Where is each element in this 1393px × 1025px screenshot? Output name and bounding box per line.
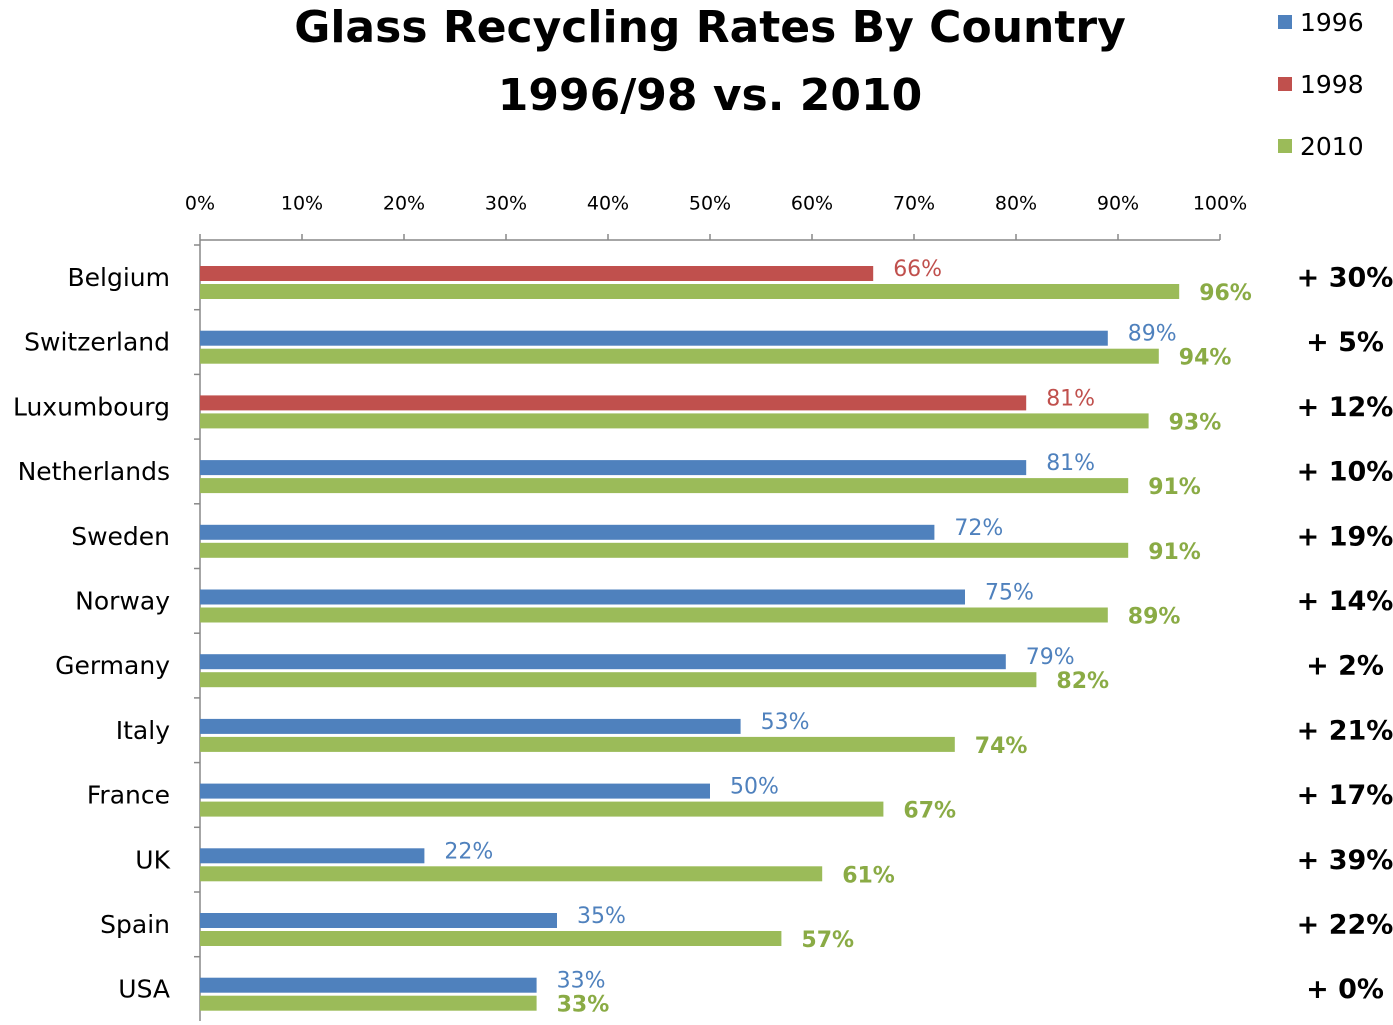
y-tick-label: France <box>87 781 170 810</box>
y-tick-label: UK <box>135 845 170 874</box>
value-label: 94% <box>1179 346 1232 371</box>
value-label: 91% <box>1148 540 1201 565</box>
annotation: + 30% <box>1297 263 1393 294</box>
bar <box>200 542 1129 558</box>
annotation: + 0% <box>1306 974 1384 1005</box>
value-label: 81% <box>1046 386 1095 411</box>
annotation: + 22% <box>1297 910 1393 941</box>
annotation: + 19% <box>1297 521 1393 552</box>
value-label: 81% <box>1046 451 1095 476</box>
y-tick-label: Norway <box>75 587 170 616</box>
bar <box>200 607 1108 623</box>
value-label: 66% <box>893 257 942 282</box>
annotation: + 14% <box>1297 586 1393 617</box>
value-label: 89% <box>1128 322 1177 347</box>
bar <box>200 266 874 281</box>
y-tick-label: Switzerland <box>24 328 170 357</box>
bar <box>200 654 1006 670</box>
value-label: 53% <box>761 710 810 735</box>
legend-label: 2010 <box>1300 132 1364 161</box>
x-tick-label: 40% <box>587 193 629 215</box>
bar <box>200 284 1180 299</box>
value-label: 33% <box>557 993 610 1018</box>
value-label: 93% <box>1169 410 1222 435</box>
x-tick-label: 50% <box>689 193 731 215</box>
value-label: 22% <box>444 839 493 864</box>
y-tick-label: Luxumbourg <box>13 392 170 421</box>
y-tick-label: Italy <box>116 716 170 745</box>
x-tick-label: 80% <box>995 193 1037 215</box>
value-label: 33% <box>557 969 606 994</box>
x-tick-label: 10% <box>281 193 323 215</box>
legend-swatch <box>1278 139 1292 153</box>
legend-label: 1998 <box>1300 70 1364 99</box>
legend-label: 1996 <box>1300 8 1364 37</box>
annotation: + 21% <box>1297 715 1393 746</box>
bar <box>200 478 1129 494</box>
bar <box>200 718 741 734</box>
x-tick-label: 20% <box>383 193 425 215</box>
x-tick-label: 100% <box>1193 193 1247 215</box>
x-tick-label: 90% <box>1097 193 1139 215</box>
y-tick-label: Belgium <box>68 263 171 292</box>
value-label: 61% <box>842 863 895 888</box>
value-label: 67% <box>903 799 956 824</box>
chart-subtitle: 1996/98 vs. 2010 <box>498 70 922 121</box>
bar <box>200 848 425 864</box>
value-label: 57% <box>801 928 854 953</box>
annotation: + 5% <box>1306 327 1384 358</box>
bar <box>200 913 557 928</box>
bar <box>200 931 782 946</box>
value-label: 72% <box>954 516 1003 541</box>
value-label: 96% <box>1199 281 1252 306</box>
bar <box>200 589 965 605</box>
value-label: 79% <box>1026 645 1075 670</box>
bar <box>200 736 955 752</box>
y-tick-label: Spain <box>100 910 170 939</box>
bar <box>200 524 935 540</box>
y-tick-label: Netherlands <box>18 457 170 486</box>
value-label: 35% <box>577 904 626 929</box>
legend-swatch <box>1278 15 1292 29</box>
x-tick-label: 30% <box>485 193 527 215</box>
value-label: 82% <box>1056 669 1109 694</box>
value-label: 74% <box>975 734 1028 759</box>
annotation: + 2% <box>1306 651 1384 682</box>
bar <box>200 672 1037 688</box>
x-tick-label: 60% <box>791 193 833 215</box>
bar <box>200 783 710 799</box>
bar <box>200 395 1027 411</box>
value-label: 75% <box>985 581 1034 606</box>
y-tick-label: Sweden <box>71 522 170 551</box>
value-label: 91% <box>1148 475 1201 500</box>
value-label: 89% <box>1128 605 1181 630</box>
annotation: + 17% <box>1297 780 1393 811</box>
legend-swatch <box>1278 77 1292 91</box>
value-label: 50% <box>730 775 779 800</box>
bar <box>200 330 1108 346</box>
bar <box>200 460 1027 476</box>
bar <box>200 801 884 817</box>
annotation: + 39% <box>1297 845 1393 876</box>
annotation: + 10% <box>1297 457 1393 488</box>
bar <box>200 348 1159 364</box>
bar <box>200 977 537 993</box>
bar <box>200 995 537 1011</box>
x-tick-label: 70% <box>893 193 935 215</box>
annotation: + 12% <box>1297 392 1393 423</box>
bar <box>200 413 1149 429</box>
x-tick-label: 0% <box>185 193 215 215</box>
bar <box>200 866 823 882</box>
chart-title: Glass Recycling Rates By Country <box>294 2 1126 53</box>
y-tick-label: Germany <box>55 651 170 680</box>
y-tick-label: USA <box>118 975 170 1004</box>
